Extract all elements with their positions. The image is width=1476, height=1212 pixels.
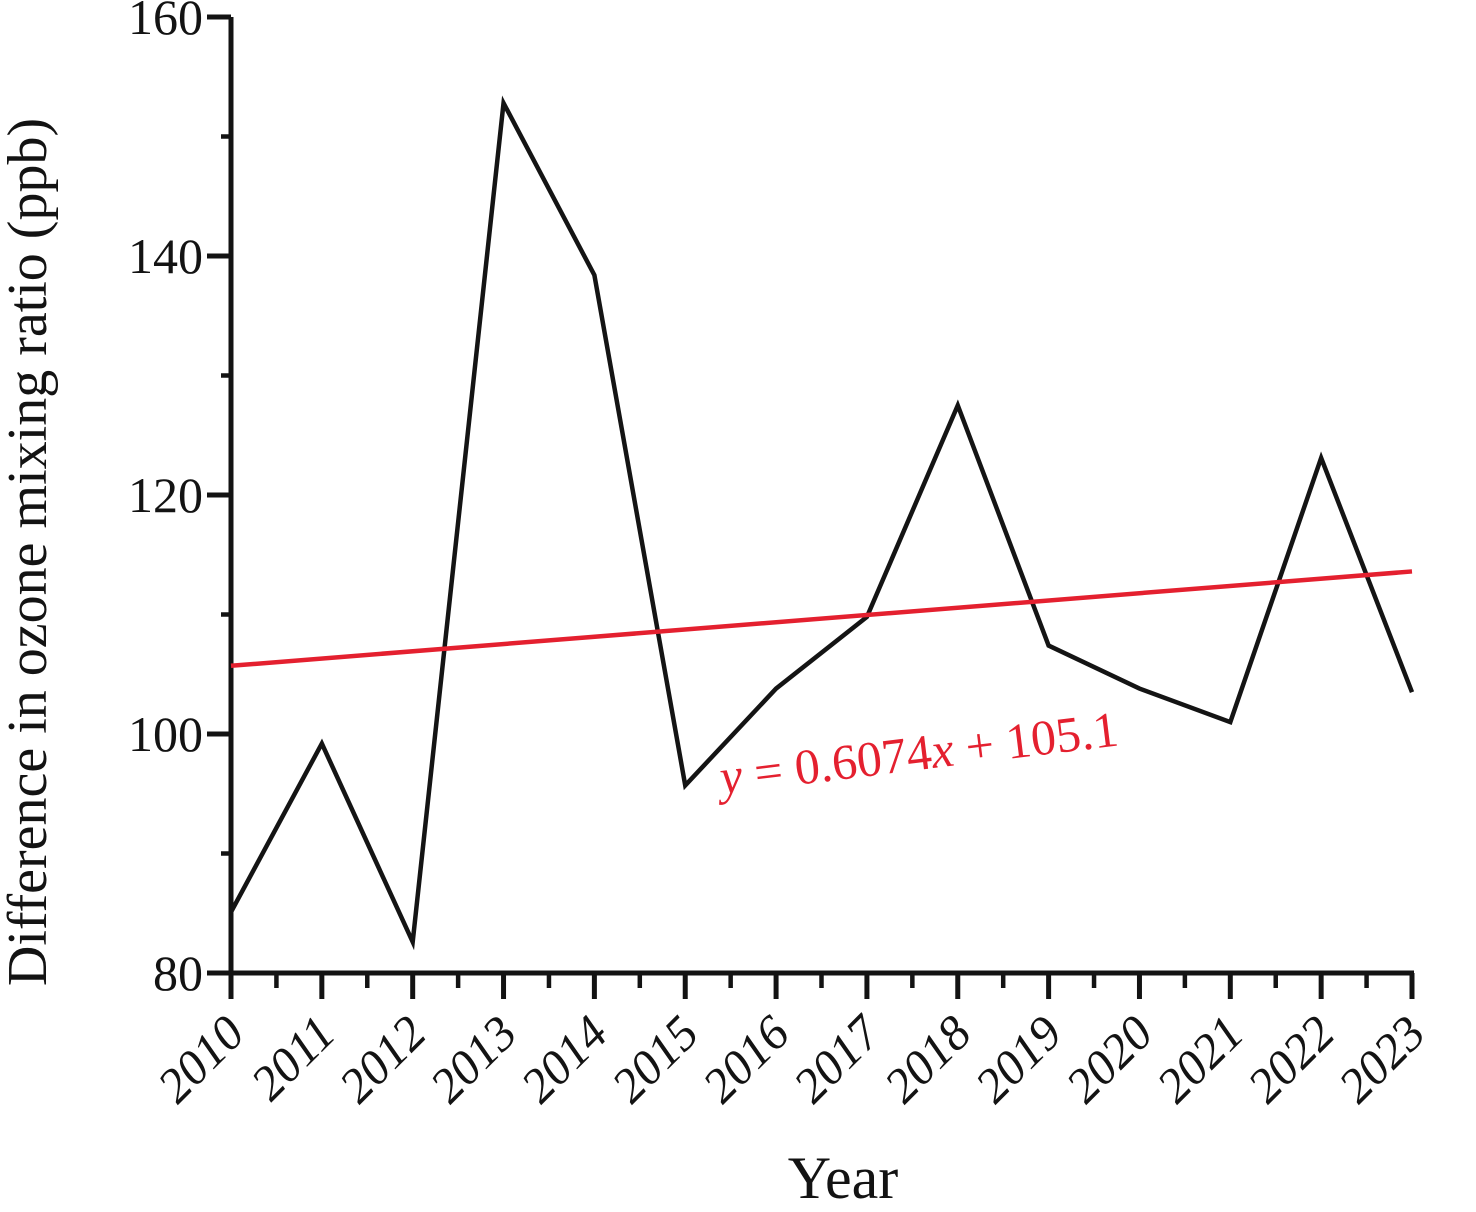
equation-segment: = 0.6074 xyxy=(739,723,935,802)
trend-line xyxy=(230,569,1413,669)
y-tick-label: 120 xyxy=(128,467,203,523)
x-tick-label: 2021 xyxy=(1146,1005,1254,1113)
tick-labels-group: 8010012014016020102011201220132014201520… xyxy=(128,0,1436,1113)
trendline-equation-label: y = 0.6074x + 105.1 xyxy=(712,700,1122,805)
x-tick-label: 2018 xyxy=(873,1005,981,1113)
x-tick-label: 2023 xyxy=(1328,1005,1436,1113)
x-tick-label: 2019 xyxy=(964,1005,1072,1113)
axes-group xyxy=(228,17,1414,976)
x-tick-label: 2012 xyxy=(328,1005,436,1113)
y-tick-label: 140 xyxy=(128,228,203,284)
y-tick-label: 160 xyxy=(128,0,203,45)
x-tick-label: 2013 xyxy=(419,1005,527,1113)
x-tick-label: 2017 xyxy=(783,1003,893,1113)
x-tick-label: 2022 xyxy=(1237,1005,1345,1113)
y-tick-label: 100 xyxy=(128,706,203,762)
x-tick-label: 2014 xyxy=(510,1005,618,1113)
x-tick-label: 2010 xyxy=(147,1005,255,1113)
y-tick-label: 80 xyxy=(153,945,203,1001)
x-tick-label: 2015 xyxy=(601,1005,709,1113)
axis-ticks-group xyxy=(207,14,1415,999)
y-axis-title: Difference in ozone mixing ratio (ppb) xyxy=(0,118,59,986)
data-series-group xyxy=(229,95,1415,951)
x-tick-label: 2020 xyxy=(1055,1005,1163,1113)
x-tick-label: 2016 xyxy=(692,1005,801,1114)
x-axis-title: Year xyxy=(788,1145,899,1211)
x-tick-label: 2011 xyxy=(240,1005,346,1111)
data-line xyxy=(229,95,1415,951)
equation-segment: + 105.1 xyxy=(950,700,1121,776)
